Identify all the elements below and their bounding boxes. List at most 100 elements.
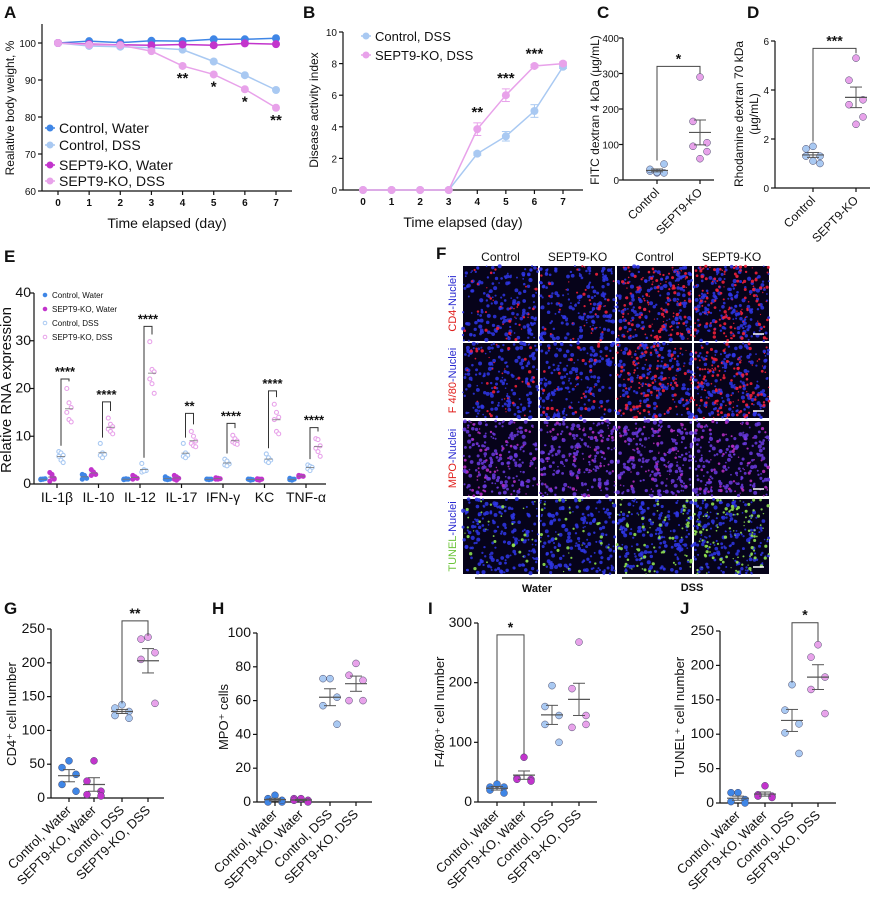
nuclei-stain-dot — [568, 563, 572, 566]
marker-stain-dot — [738, 411, 741, 414]
nuclei-stain-dot — [646, 299, 649, 302]
marker-stain-dot — [568, 511, 572, 514]
marker-stain-dot — [752, 509, 755, 512]
nuclei-stain-dot — [714, 379, 718, 383]
marker-stain-dot — [663, 518, 667, 522]
nuclei-stain-dot — [634, 498, 637, 501]
nuclei-stain-dot — [621, 393, 626, 397]
marker-stain-dot — [671, 287, 675, 290]
data-point — [689, 117, 697, 126]
marker-stain-dot — [604, 420, 607, 423]
nuclei-stain-dot — [602, 275, 607, 280]
nuclei-stain-dot — [624, 533, 627, 536]
marker-stain-dot — [566, 546, 570, 550]
nuclei-stain-dot — [704, 483, 707, 487]
marker-stain-dot — [483, 476, 487, 479]
marker-stain-dot — [501, 483, 505, 488]
marker-stain-dot — [665, 323, 667, 325]
nuclei-stain-dot — [562, 422, 566, 426]
marker-stain-dot — [710, 302, 713, 305]
nuclei-stain-dot — [510, 507, 514, 511]
nuclei-stain-dot — [600, 332, 604, 337]
data-point — [315, 437, 321, 443]
nuclei-stain-dot — [592, 362, 596, 366]
nuclei-stain-dot — [490, 302, 493, 305]
nuclei-stain-dot — [593, 295, 596, 298]
nuclei-stain-dot — [493, 513, 498, 517]
nuclei-stain-dot — [598, 511, 600, 513]
nuclei-stain-dot — [528, 391, 533, 396]
marker-stain-dot — [693, 512, 696, 516]
nuclei-stain-dot — [639, 354, 643, 359]
marker-stain-dot — [647, 304, 650, 306]
nuclei-stain-dot — [491, 541, 495, 545]
nuclei-stain-dot — [534, 560, 538, 564]
nuclei-stain-dot — [523, 568, 528, 572]
nuclei-stain-dot — [682, 457, 687, 462]
marker-stain-dot — [704, 277, 708, 281]
marker-stain-dot — [716, 279, 719, 283]
marker-stain-dot — [759, 524, 762, 527]
marker-stain-dot — [680, 536, 683, 539]
nuclei-stain-dot — [553, 368, 556, 372]
marker-stain-dot — [582, 529, 585, 533]
nuclei-stain-dot — [536, 368, 538, 371]
marker-stain-dot — [701, 346, 704, 349]
nuclei-stain-dot — [588, 521, 593, 525]
nuclei-stain-dot — [565, 425, 569, 429]
nuclei-stain-dot — [507, 400, 512, 405]
nuclei-stain-dot — [583, 482, 587, 486]
nuclei-stain-dot — [471, 427, 475, 431]
x-tick-label: Control — [781, 193, 818, 230]
nuclei-stain-dot — [519, 316, 524, 321]
nuclei-stain-dot — [480, 281, 484, 285]
nuclei-stain-dot — [530, 550, 533, 552]
marker-stain-dot — [651, 381, 655, 385]
marker-stain-dot — [722, 316, 725, 320]
nuclei-stain-dot — [699, 338, 703, 343]
data-point — [139, 460, 145, 467]
marker-stain-dot — [704, 312, 706, 315]
marker-stain-dot — [593, 448, 597, 452]
marker-stain-dot — [749, 479, 753, 483]
nuclei-stain-dot — [578, 299, 581, 302]
marker-stain-dot — [680, 301, 682, 304]
nuclei-stain-dot — [472, 406, 475, 409]
marker-stain-dot — [744, 316, 747, 319]
marker-stain-dot — [753, 458, 755, 461]
marker-stain-dot — [613, 439, 615, 441]
nuclei-stain-dot — [756, 308, 760, 311]
marker-stain-dot — [564, 499, 567, 502]
marker-stain-dot — [630, 471, 632, 473]
y-tick-label: 0 — [23, 475, 31, 491]
marker-stain-dot — [762, 325, 766, 329]
nuclei-stain-dot — [593, 327, 597, 330]
nuclei-stain-dot — [703, 425, 707, 428]
nuclei-stain-dot — [689, 387, 692, 390]
marker-stain-dot — [652, 281, 654, 283]
marker-stain-dot — [743, 469, 745, 471]
nuclei-stain-dot — [498, 510, 502, 514]
legend-item: Control, Water — [45, 120, 149, 136]
marker-stain-dot — [747, 529, 751, 533]
nuclei-stain-dot — [477, 444, 481, 448]
nuclei-stain-dot — [554, 312, 557, 315]
marker-stain-dot — [756, 514, 761, 518]
data-point — [809, 142, 817, 151]
data-point — [781, 729, 789, 737]
marker-stain-dot — [685, 499, 689, 503]
nuclei-stain-dot — [668, 318, 671, 321]
data-point — [781, 706, 789, 714]
nuclei-stain-dot — [721, 366, 724, 369]
marker-stain-dot — [694, 428, 698, 432]
nuclei-stain-dot — [630, 294, 635, 299]
nuclei-stain-dot — [578, 540, 581, 543]
nuclei-stain-dot — [753, 464, 758, 469]
y-tick-label: 200 — [602, 105, 619, 116]
nuclei-stain-dot — [720, 516, 724, 519]
marker-stain-dot — [671, 276, 675, 280]
nuclei-stain-dot — [659, 364, 663, 368]
marker-stain-dot — [681, 527, 684, 530]
nuclei-stain-dot — [737, 331, 741, 335]
